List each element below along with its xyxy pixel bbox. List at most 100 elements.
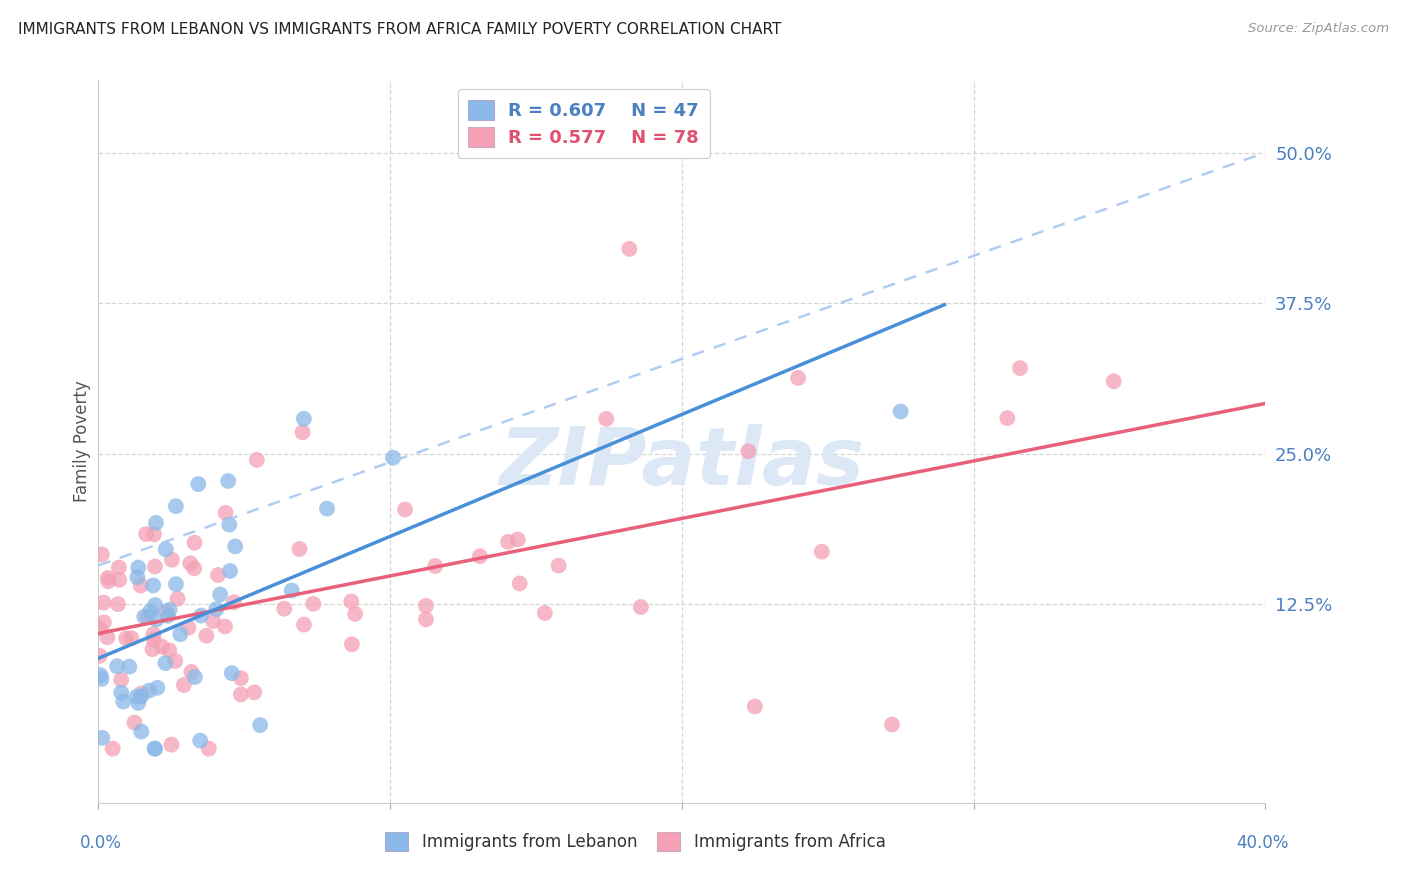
Point <box>139 604 162 618</box>
Point <box>138 683 160 698</box>
Point <box>166 591 188 606</box>
Point <box>1010 361 1032 376</box>
Point <box>110 685 132 699</box>
Point <box>222 595 245 609</box>
Point <box>134 609 156 624</box>
Point <box>197 741 219 756</box>
Point <box>292 617 315 632</box>
Point <box>118 659 141 673</box>
Text: 0.0%: 0.0% <box>80 834 122 852</box>
Point <box>344 607 367 621</box>
Point <box>157 643 180 657</box>
Point <box>129 690 152 704</box>
Point <box>97 571 120 585</box>
Point <box>108 573 131 587</box>
Point <box>146 681 169 695</box>
Y-axis label: Family Poverty: Family Poverty <box>73 381 91 502</box>
Point <box>120 631 142 645</box>
Point <box>425 559 447 574</box>
Point <box>90 548 112 562</box>
Point <box>105 659 128 673</box>
Point <box>340 594 363 608</box>
Point <box>890 404 912 418</box>
Point <box>995 411 1018 425</box>
Point <box>221 666 243 681</box>
Point <box>143 527 166 541</box>
Point <box>630 600 652 615</box>
Point <box>145 516 167 530</box>
Point <box>159 603 181 617</box>
Point <box>135 527 157 541</box>
Point <box>155 542 177 557</box>
Point <box>214 506 236 520</box>
Point <box>110 673 132 687</box>
Point <box>810 544 832 558</box>
Point <box>468 549 491 564</box>
Point <box>127 696 149 710</box>
Point <box>142 578 165 592</box>
Point <box>273 601 295 615</box>
Point <box>249 718 271 732</box>
Text: 40.0%: 40.0% <box>1236 834 1289 852</box>
Point <box>205 602 228 616</box>
Point <box>136 610 159 624</box>
Point <box>145 612 167 626</box>
Point <box>155 656 177 670</box>
Point <box>165 499 187 513</box>
Point <box>112 695 135 709</box>
Point <box>93 596 115 610</box>
Point <box>129 578 152 592</box>
Point <box>127 570 149 584</box>
Point <box>619 242 641 256</box>
Point <box>246 453 269 467</box>
Point <box>141 642 163 657</box>
Point <box>142 627 165 641</box>
Point <box>496 534 519 549</box>
Point <box>744 699 766 714</box>
Text: Source: ZipAtlas.com: Source: ZipAtlas.com <box>1249 22 1389 36</box>
Point <box>415 612 437 626</box>
Point <box>281 583 304 598</box>
Point <box>187 477 209 491</box>
Point <box>125 690 148 704</box>
Point <box>107 597 129 611</box>
Point <box>214 619 236 633</box>
Point <box>243 685 266 699</box>
Point <box>184 670 207 684</box>
Point <box>160 738 183 752</box>
Point <box>143 598 166 612</box>
Point <box>224 540 246 554</box>
Point <box>177 621 200 635</box>
Point <box>207 568 229 582</box>
Point <box>787 371 810 385</box>
Point <box>509 576 531 591</box>
Point <box>156 608 179 623</box>
Point <box>218 517 240 532</box>
Point <box>89 621 111 635</box>
Point <box>97 574 120 589</box>
Point <box>547 558 569 573</box>
Point <box>190 608 212 623</box>
Point <box>217 474 239 488</box>
Point <box>131 686 153 700</box>
Point <box>288 541 311 556</box>
Point <box>173 678 195 692</box>
Point <box>382 450 405 465</box>
Point <box>150 640 173 654</box>
Point <box>302 597 325 611</box>
Point <box>209 587 232 601</box>
Point <box>93 615 115 630</box>
Text: IMMIGRANTS FROM LEBANON VS IMMIGRANTS FROM AFRICA FAMILY POVERTY CORRELATION CHA: IMMIGRANTS FROM LEBANON VS IMMIGRANTS FR… <box>18 22 782 37</box>
Point <box>96 630 118 644</box>
Point <box>115 632 138 646</box>
Point <box>202 614 225 628</box>
Point <box>533 606 555 620</box>
Point <box>880 717 903 731</box>
Point <box>183 561 205 575</box>
Point <box>179 556 201 570</box>
Point <box>101 741 124 756</box>
Point <box>183 535 205 549</box>
Point <box>180 665 202 679</box>
Point <box>143 741 166 756</box>
Point <box>292 411 315 425</box>
